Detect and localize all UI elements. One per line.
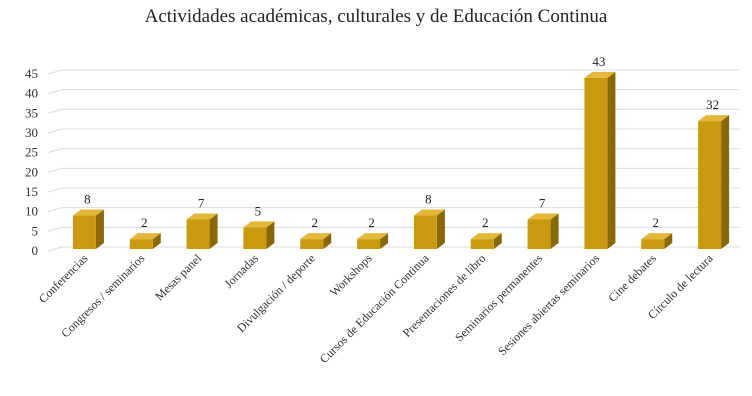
category-label: Jornadas [221,251,261,291]
bar-side [664,233,673,249]
y-tick-label: 45 [25,66,38,81]
bar [300,239,324,249]
bar-top [186,213,218,220]
bar [584,77,608,249]
bar [641,239,665,249]
bar-top [470,233,502,240]
bar-side [721,115,730,249]
category-label: Conferencias [36,251,91,306]
data-label: 2 [312,215,319,230]
gridline-diag [47,187,63,193]
bars [72,71,730,249]
gridline-diag [47,89,63,95]
bar [72,215,96,249]
bar [186,219,210,249]
bar-top [698,115,730,122]
data-label: 43 [592,54,605,69]
grid-lines [47,69,740,252]
bar-top [413,209,445,216]
bar-side [493,233,502,249]
category-label: Mesas panel [152,251,205,304]
bar [698,121,722,249]
y-tick-label: 25 [25,145,38,160]
bar [413,215,437,249]
bar-top [300,233,332,240]
y-tick-label: 10 [25,204,38,219]
data-label: 5 [255,203,262,218]
gridline-diag [47,167,63,173]
y-tick-label: 40 [25,86,38,101]
bar-top [243,221,275,228]
bar-top [527,213,559,220]
data-label: 2 [368,215,375,230]
gridline-diag [47,148,63,154]
y-tick-label: 5 [32,223,39,238]
bar-top [357,233,389,240]
category-label: Cine debates [605,251,659,305]
data-label: 2 [482,215,489,230]
y-tick-label: 20 [25,164,38,179]
bar-top [584,71,616,78]
bar [129,239,153,249]
y-tick-label: 0 [32,243,39,258]
category-label: Workshops [327,251,375,299]
data-label: 2 [653,215,660,230]
bar-side [436,209,445,249]
category-label: Sesiones abiertas seminarios [495,251,602,358]
gridline-diag [47,69,63,75]
data-labels: 8 2 7 5 2 2 8 2 7 43 2 32 [84,54,719,230]
data-label: 7 [198,195,205,210]
gridline-diag [47,108,63,114]
gridline-diag [47,246,63,252]
data-label: 8 [425,192,432,207]
data-label: 32 [706,97,719,112]
bar-side [152,233,161,249]
bar-side [95,209,104,249]
gridline-diag [47,207,63,213]
bar-side [550,213,559,249]
bar-side [607,71,616,249]
bar-side [380,233,389,249]
bar [357,239,381,249]
bar-side [209,213,218,249]
chart-title: Actividades académicas, culturales y de … [144,6,608,27]
category-label: Cursos de Educación Continua [317,251,432,366]
y-tick-label: 15 [25,184,38,199]
bar-top [72,209,104,216]
y-axis-ticks: 0 5 10 15 20 25 30 35 40 45 [25,66,38,258]
gridline-diag [47,128,63,134]
bar-side [323,233,332,249]
bar [470,239,494,249]
bar-top [129,233,161,240]
data-label: 2 [141,215,148,230]
bar-side [266,221,275,249]
bar [243,227,267,249]
gridline-diag [47,226,63,232]
y-tick-label: 30 [25,125,38,140]
bar-top [641,233,673,240]
y-tick-label: 35 [25,105,38,120]
data-label: 7 [539,195,546,210]
data-label: 8 [84,192,91,207]
bar [527,219,551,249]
